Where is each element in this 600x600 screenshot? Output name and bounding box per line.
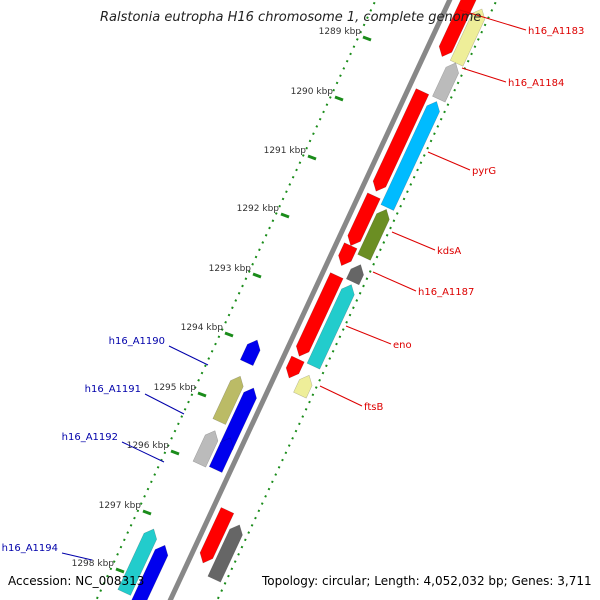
gene-label-leader [144, 393, 185, 415]
kbp-tick-label: 1292 kbp [237, 204, 280, 214]
kbp-tick-mark [224, 331, 234, 338]
gene-arrow[interactable] [128, 542, 171, 600]
kbp-tick-label: 1289 kbp [319, 27, 362, 37]
gene-label-leader [345, 325, 392, 345]
kbp-tick-mark [252, 272, 262, 279]
gene-label[interactable]: h16_A1194 [2, 543, 58, 554]
gene-arrow[interactable] [293, 372, 316, 399]
kbp-tick-mark [170, 449, 180, 456]
gene-label-leader [427, 151, 471, 171]
gene-arrow[interactable] [283, 355, 305, 381]
gene-arrow[interactable] [335, 242, 358, 269]
kbp-tick-label: 1296 kbp [127, 441, 170, 451]
gene-arrow[interactable] [117, 526, 160, 596]
gene-label[interactable]: kdsA [437, 246, 461, 257]
gene-arrow[interactable] [192, 428, 221, 468]
gene-arrow[interactable] [345, 262, 367, 286]
kbp-tick-label: 1298 kbp [72, 559, 115, 569]
gene-arrow[interactable] [344, 192, 381, 249]
gene-label-leader [391, 231, 436, 251]
gene-arrow[interactable] [293, 272, 344, 360]
gene-label[interactable]: h16_A1192 [62, 432, 118, 443]
accession-text: Accession: NC_008313 [8, 574, 145, 588]
kbp-tick-mark [280, 212, 290, 219]
gene-label[interactable]: h16_A1187 [418, 287, 474, 298]
gene-arrow[interactable] [207, 522, 246, 583]
gene-label-leader [372, 271, 417, 292]
gene-features [117, 0, 488, 600]
gene-arrow[interactable] [208, 435, 236, 473]
gene-arrow[interactable] [432, 60, 462, 103]
kbp-tick-label: 1295 kbp [154, 383, 197, 393]
inner-tick-line [216, 0, 498, 600]
chromosome-backbone [167, 0, 453, 600]
gene-label-leader [319, 385, 363, 407]
gene-label-leader [168, 345, 209, 366]
gene-arrow[interactable] [357, 206, 393, 261]
kbp-tick-label: 1297 kbp [99, 501, 142, 511]
genome-summary: Topology: circular; Length: 4,052,032 bp… [262, 574, 592, 588]
gene-arrow[interactable] [370, 88, 430, 195]
kbp-tick-label: 1291 kbp [264, 146, 307, 156]
gene-arrow[interactable] [436, 0, 479, 60]
kbp-tick-mark [142, 509, 152, 516]
gene-arrow[interactable] [306, 282, 358, 370]
kbp-tick-label: 1294 kbp [181, 323, 224, 333]
kbp-ticks: 1289 kbp 1290 kbp 1291 kbp 1292 kbp 1293 kbp… [72, 27, 372, 574]
gene-label[interactable]: eno [393, 340, 412, 351]
gene-label-leader [121, 441, 165, 463]
gene-label[interactable]: h16_A1190 [109, 336, 165, 347]
gene-arrow[interactable] [239, 337, 263, 366]
kbp-tick-mark [307, 154, 317, 161]
gene-label[interactable]: ftsB [364, 402, 383, 413]
gene-label-leader [61, 552, 93, 561]
gene-label[interactable]: h16_A1184 [508, 78, 564, 89]
kbp-tick-label: 1290 kbp [291, 87, 334, 97]
kbp-tick-mark [334, 95, 344, 102]
gene-arrow[interactable] [380, 99, 443, 211]
gene-label-leader [461, 67, 507, 83]
kbp-tick-line [95, 0, 377, 600]
kbp-tick-mark [115, 567, 125, 574]
map-title: Ralstonia eutropha H16 chromosome 1, com… [100, 10, 482, 25]
gene-arrow[interactable] [219, 385, 260, 451]
gene-label-leader [459, 9, 527, 31]
gene-label[interactable]: pyrG [472, 166, 496, 177]
gene-arrow[interactable] [197, 507, 235, 565]
gene-label[interactable]: h16_A1191 [85, 384, 141, 395]
kbp-tick-label: 1293 kbp [209, 264, 252, 274]
kbp-tick-mark [197, 391, 207, 398]
gene-label[interactable]: h16_A1183 [528, 26, 584, 37]
gene-arrow[interactable] [212, 373, 247, 425]
kbp-tick-mark [362, 35, 372, 42]
gene-arrow[interactable] [449, 6, 488, 67]
